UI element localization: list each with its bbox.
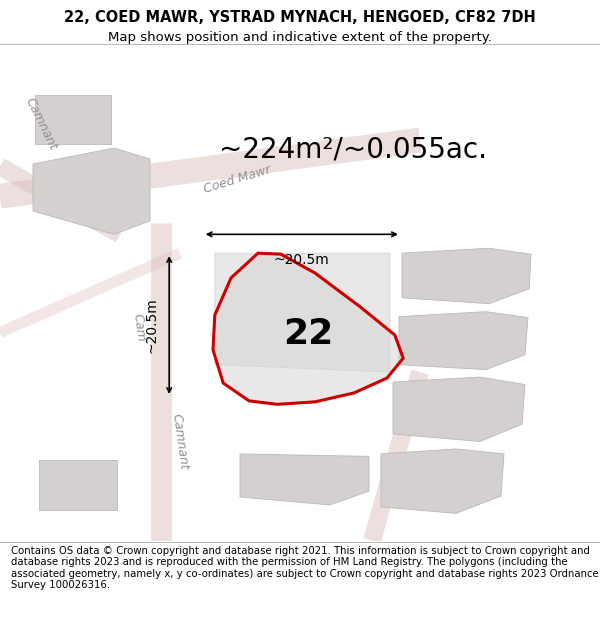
Polygon shape: [33, 148, 150, 234]
Polygon shape: [35, 94, 111, 144]
Polygon shape: [402, 248, 531, 304]
Polygon shape: [393, 377, 525, 441]
Text: ~20.5m: ~20.5m: [274, 253, 329, 267]
Text: 22: 22: [283, 317, 333, 351]
Polygon shape: [39, 461, 117, 510]
Text: Camnant: Camnant: [170, 412, 190, 471]
Text: Camnant: Camnant: [23, 96, 59, 152]
Polygon shape: [215, 253, 390, 372]
Text: ~20.5m: ~20.5m: [145, 297, 158, 353]
Polygon shape: [213, 253, 403, 404]
Text: ~224m²/~0.055ac.: ~224m²/~0.055ac.: [219, 135, 487, 163]
Text: 22, COED MAWR, YSTRAD MYNACH, HENGOED, CF82 7DH: 22, COED MAWR, YSTRAD MYNACH, HENGOED, C…: [64, 10, 536, 25]
Text: Map shows position and indicative extent of the property.: Map shows position and indicative extent…: [108, 31, 492, 44]
Polygon shape: [240, 454, 369, 505]
Polygon shape: [381, 449, 504, 513]
Polygon shape: [399, 312, 528, 369]
Text: Contains OS data © Crown copyright and database right 2021. This information is : Contains OS data © Crown copyright and d…: [11, 546, 598, 591]
Text: Cam: Cam: [131, 312, 148, 342]
Text: Coed Mawr: Coed Mawr: [202, 163, 272, 196]
